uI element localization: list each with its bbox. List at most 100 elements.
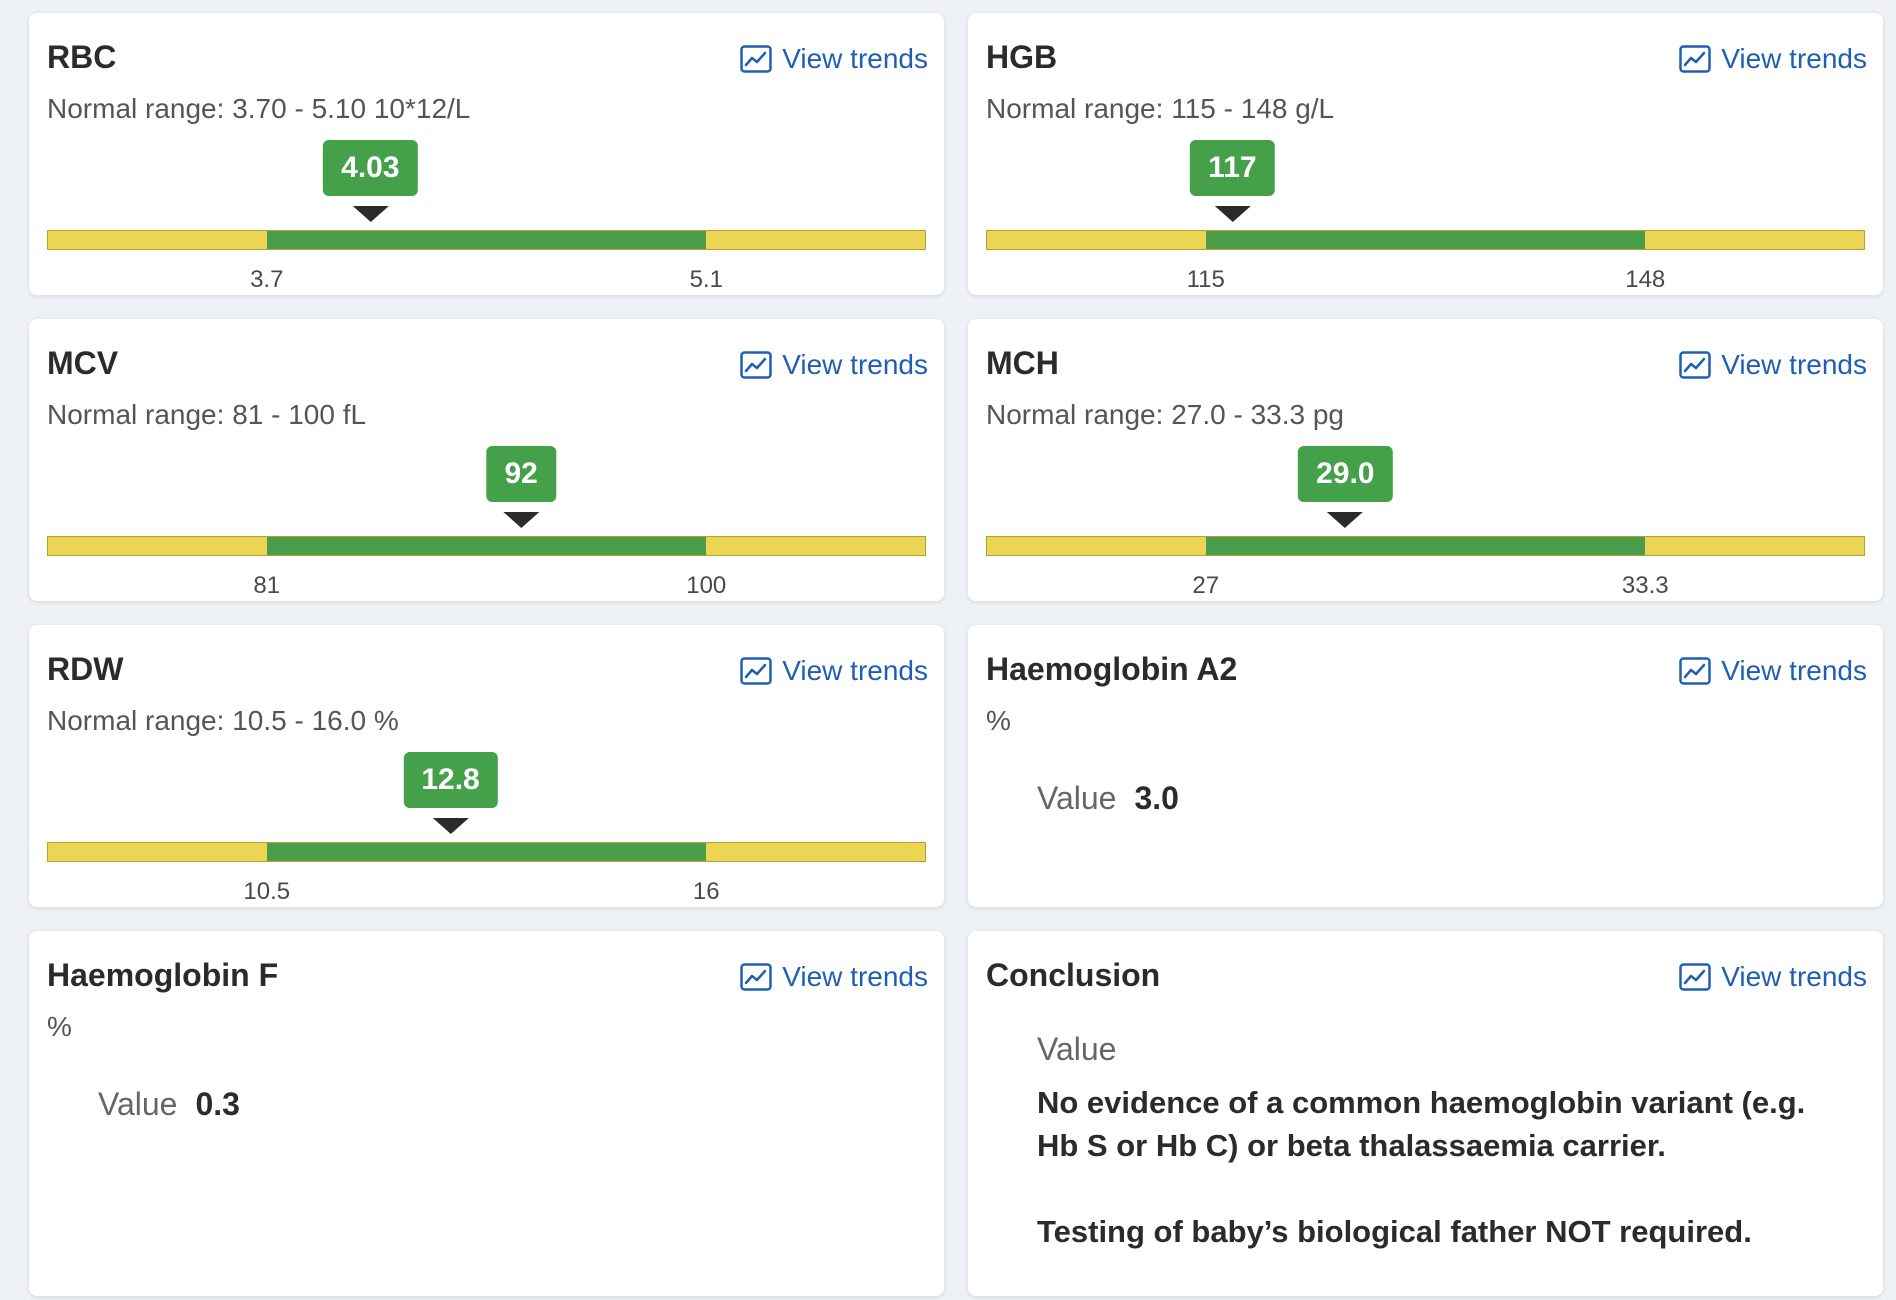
hgb-card: HGB View trends Normal range: 115 - 148 … bbox=[968, 13, 1883, 295]
value-label: Value bbox=[1037, 1031, 1117, 1067]
conclusion-line-2: Testing of baby’s biological father NOT … bbox=[1037, 1214, 1752, 1249]
view-trends-label: View trends bbox=[1721, 43, 1867, 74]
unit-label: % bbox=[47, 1011, 72, 1042]
value-row: Value 3.0 bbox=[1037, 780, 1179, 817]
above-range-segment bbox=[1644, 537, 1864, 555]
card-title: RBC bbox=[47, 39, 117, 75]
view-trends-label: View trends bbox=[782, 655, 928, 686]
view-trends-label: View trends bbox=[1721, 349, 1867, 380]
below-range-segment bbox=[48, 843, 268, 861]
unit-label: % bbox=[986, 705, 1011, 736]
card-title: RDW bbox=[47, 651, 124, 687]
value-marker: 117 bbox=[1190, 140, 1275, 222]
above-range-segment bbox=[705, 231, 925, 249]
marker-arrow-icon bbox=[1214, 206, 1251, 222]
card-title: Conclusion bbox=[986, 957, 1161, 993]
range-bar bbox=[986, 230, 1865, 250]
trend-chart-icon bbox=[740, 963, 772, 991]
trend-chart-icon bbox=[1679, 963, 1711, 991]
haemoglobin-a2-card: Haemoglobin A2 View trends % Value 3.0 bbox=[968, 625, 1883, 907]
view-trends-link[interactable]: View trends bbox=[1679, 43, 1867, 75]
range-bar bbox=[47, 842, 926, 862]
trend-chart-icon bbox=[1679, 351, 1711, 379]
trend-chart-icon bbox=[740, 45, 772, 73]
conclusion-text: No evidence of a common haemoglobin vari… bbox=[1037, 1081, 1827, 1296]
value-label: Value bbox=[98, 1086, 178, 1122]
value-marker: 92 bbox=[486, 446, 556, 528]
marker-arrow-icon bbox=[503, 512, 540, 528]
below-range-segment bbox=[48, 231, 268, 249]
range-gauge: 4.03 3.7 5.1 bbox=[47, 128, 926, 293]
view-trends-link[interactable]: View trends bbox=[1679, 961, 1867, 993]
card-title: MCV bbox=[47, 345, 119, 381]
range-gauge: 92 81 100 bbox=[47, 434, 926, 599]
low-tick-label: 3.7 bbox=[250, 266, 284, 293]
range-prefix: Normal range: bbox=[986, 93, 1164, 124]
trend-chart-icon bbox=[1679, 45, 1711, 73]
range-value: 27.0 - 33.3 pg bbox=[1171, 399, 1344, 430]
marker-arrow-icon bbox=[432, 818, 469, 834]
view-trends-link[interactable]: View trends bbox=[740, 655, 928, 687]
above-range-segment bbox=[705, 843, 925, 861]
normal-range: Normal range: 10.5 - 16.0 % bbox=[47, 705, 399, 737]
view-trends-label: View trends bbox=[1721, 961, 1867, 992]
normal-range: Normal range: 3.70 - 5.10 10*12/L bbox=[47, 93, 470, 125]
view-trends-link[interactable]: View trends bbox=[740, 349, 928, 381]
range-bar bbox=[47, 536, 926, 556]
value-marker: 4.03 bbox=[323, 140, 418, 222]
range-bar bbox=[986, 536, 1865, 556]
normal-range-segment bbox=[267, 537, 706, 555]
range-gauge: 117 115 148 bbox=[986, 128, 1865, 293]
low-tick-label: 81 bbox=[253, 572, 281, 599]
below-range-segment bbox=[48, 537, 268, 555]
range-prefix: Normal range: bbox=[47, 399, 225, 430]
view-trends-link[interactable]: View trends bbox=[1679, 655, 1867, 687]
trend-chart-icon bbox=[1679, 657, 1711, 685]
low-tick-label: 10.5 bbox=[243, 878, 291, 905]
range-prefix: Normal range: bbox=[47, 93, 225, 124]
above-range-segment bbox=[705, 537, 925, 555]
range-prefix: Normal range: bbox=[986, 399, 1164, 430]
card-title: Haemoglobin F bbox=[47, 957, 279, 993]
value-badge: 4.03 bbox=[323, 140, 418, 196]
high-tick-label: 148 bbox=[1625, 266, 1666, 293]
range-value: 81 - 100 fL bbox=[232, 399, 367, 430]
range-value: 3.70 - 5.10 10*12/L bbox=[232, 93, 471, 124]
value-badge: 29.0 bbox=[1298, 446, 1393, 502]
range-prefix: Normal range: bbox=[47, 705, 225, 736]
view-trends-label: View trends bbox=[782, 43, 928, 74]
normal-range: Normal range: 115 - 148 g/L bbox=[986, 93, 1334, 125]
value-badge: 117 bbox=[1190, 140, 1275, 196]
value-badge: 92 bbox=[486, 446, 556, 502]
normal-range-segment bbox=[267, 843, 706, 861]
normal-range-segment bbox=[1206, 231, 1645, 249]
view-trends-link[interactable]: View trends bbox=[1679, 349, 1867, 381]
value-marker: 29.0 bbox=[1298, 446, 1393, 528]
value-row: Value 0.3 bbox=[98, 1086, 240, 1123]
haemoglobin-f-card: Haemoglobin F View trends % Value 0.3 bbox=[29, 931, 944, 1296]
range-value: 115 - 148 g/L bbox=[1171, 93, 1335, 124]
normal-range-segment bbox=[267, 231, 706, 249]
normal-range: Normal range: 81 - 100 fL bbox=[47, 399, 366, 431]
normal-range-segment bbox=[1206, 537, 1645, 555]
results-grid: RBC View trends Normal range: 3.70 - 5.1… bbox=[29, 13, 1883, 1296]
view-trends-label: View trends bbox=[782, 349, 928, 380]
trend-chart-icon bbox=[740, 351, 772, 379]
conclusion-line-1: No evidence of a common haemoglobin vari… bbox=[1037, 1085, 1806, 1163]
value-number: 0.3 bbox=[195, 1086, 240, 1122]
value-badge: 12.8 bbox=[403, 752, 498, 808]
value-marker: 12.8 bbox=[403, 752, 498, 834]
high-tick-label: 100 bbox=[686, 572, 727, 599]
card-title: Haemoglobin A2 bbox=[986, 651, 1238, 687]
high-tick-label: 5.1 bbox=[689, 266, 723, 293]
view-trends-label: View trends bbox=[1721, 655, 1867, 686]
trend-chart-icon bbox=[740, 657, 772, 685]
view-trends-link[interactable]: View trends bbox=[740, 43, 928, 75]
card-title: MCH bbox=[986, 345, 1059, 381]
below-range-segment bbox=[987, 231, 1207, 249]
view-trends-label: View trends bbox=[782, 961, 928, 992]
view-trends-link[interactable]: View trends bbox=[740, 961, 928, 993]
high-tick-label: 33.3 bbox=[1621, 572, 1669, 599]
range-bar bbox=[47, 230, 926, 250]
low-tick-label: 27 bbox=[1192, 572, 1220, 599]
